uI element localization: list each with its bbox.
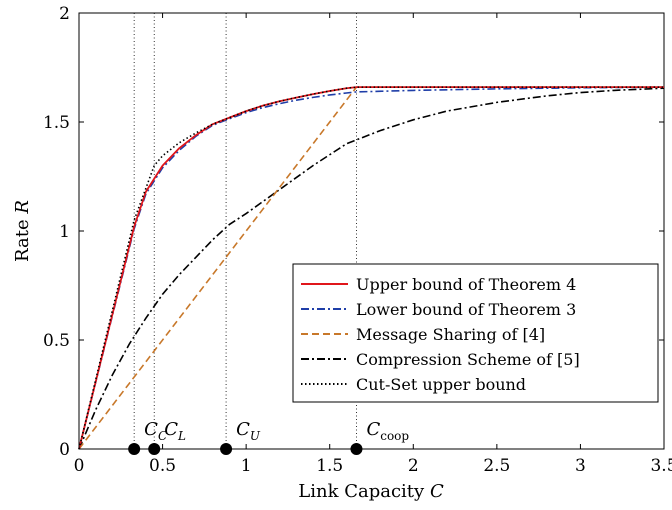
capacity-marker-label: CL xyxy=(164,419,186,443)
legend-box xyxy=(292,263,659,403)
x-tick-label: 3.5 xyxy=(650,456,672,476)
x-axis-title: Link Capacity C xyxy=(298,481,444,502)
capacity-marker-dot xyxy=(128,443,141,455)
legend: Upper bound of Theorem 4 Lower bound of T… xyxy=(292,263,659,403)
y-tick-label: 2 xyxy=(59,4,70,24)
axis-ticks: 0 0.5 1 1.5 2 2.5 3 3.5 0 0.5 1 1.5 2 xyxy=(43,4,672,476)
series-line-3 xyxy=(78,87,665,450)
x-tick-label: 0.5 xyxy=(149,456,176,476)
capacity-marker-label: CU xyxy=(236,419,261,443)
legend-items: Upper bound of Theorem 4 Lower bound of T… xyxy=(301,275,580,394)
x-tick-label: 1 xyxy=(241,456,252,476)
legend-label-4: Cut-Set upper bound xyxy=(356,375,526,394)
x-tick-label: 2.5 xyxy=(483,456,510,476)
capacity-marker-label: Ccoop xyxy=(366,419,409,443)
series-line-1 xyxy=(78,86,665,450)
legend-label-2: Message Sharing of [4] xyxy=(356,325,545,344)
x-tick-label: 2 xyxy=(408,456,419,476)
series-line-0 xyxy=(78,86,664,450)
y-tick-label: 1 xyxy=(59,222,70,242)
y-tick-label: 1.5 xyxy=(43,113,70,133)
legend-label-0: Upper bound of Theorem 4 xyxy=(356,275,576,294)
y-tick-label: 0.5 xyxy=(43,331,70,351)
data-series-group xyxy=(78,86,665,450)
y-axis-title: Rate R xyxy=(12,200,33,262)
x-tick-label: 0 xyxy=(74,456,85,476)
y-tick-label: 0 xyxy=(59,440,70,460)
capacity-marker-dot xyxy=(350,443,363,455)
legend-label-3: Compression Scheme of [5] xyxy=(356,350,580,369)
legend-label-1: Lower bound of Theorem 3 xyxy=(356,300,576,319)
capacity-marker-dot xyxy=(220,443,233,455)
x-tick-label: 1.5 xyxy=(316,456,343,476)
x-tick-label: 3 xyxy=(575,456,586,476)
capacity-marker-dot xyxy=(148,443,161,455)
